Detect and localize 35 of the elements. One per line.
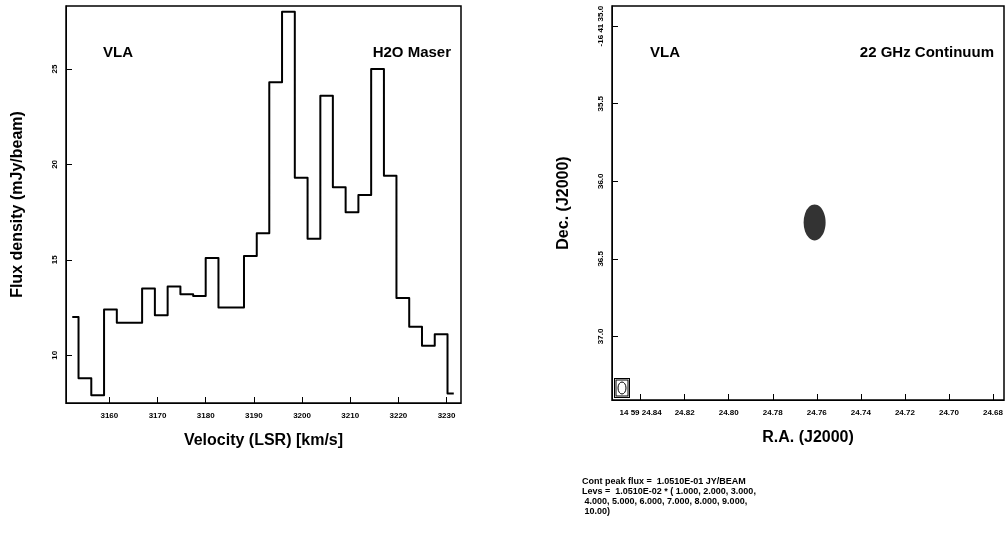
x-tick-label: 3210 bbox=[341, 410, 360, 420]
y-tick-label: 25 bbox=[49, 63, 59, 74]
x-tick-label: 24.72 bbox=[894, 407, 916, 417]
x-tick-label: 24.82 bbox=[674, 407, 696, 417]
x-tick-label: 3190 bbox=[244, 410, 264, 420]
y-tick-label: 20 bbox=[49, 159, 59, 169]
annotation: 22 GHz Continuum bbox=[859, 43, 995, 60]
x-tick-label: 24.78 bbox=[762, 407, 784, 417]
y-tick-label: 37.0 bbox=[595, 328, 605, 345]
x-tick-label: 3200 bbox=[293, 410, 312, 420]
x-tick-label: 24.74 bbox=[850, 407, 872, 417]
y-tick-label: 36.5 bbox=[595, 250, 605, 267]
y-tick-label: 36.0 bbox=[595, 172, 605, 190]
x-tick-label: 3220 bbox=[389, 410, 408, 420]
x-tick-label: 3170 bbox=[148, 410, 167, 420]
x-tick-label: 24.80 bbox=[718, 407, 740, 417]
y-tick-label: 15 bbox=[49, 254, 59, 265]
annotation: H2O Maser bbox=[372, 43, 452, 60]
x-tick-label: 24.70 bbox=[938, 407, 960, 417]
x-axis-title: Velocity (LSR) [km/s] bbox=[183, 430, 344, 448]
annotation: VLA bbox=[103, 43, 134, 60]
x-axis-title: R.A. (J2000) bbox=[762, 427, 854, 445]
x-tick-label: 24.76 bbox=[806, 407, 828, 417]
annotation: VLA bbox=[650, 43, 681, 60]
x-tick-label: 3160 bbox=[100, 410, 119, 420]
x-tick-label: 3230 bbox=[437, 410, 456, 420]
x-tick-label: 3180 bbox=[196, 410, 216, 420]
y-axis-title: Dec. (J2000) bbox=[553, 156, 571, 250]
y-axis-title: Flux density (mJy/beam) bbox=[7, 111, 25, 298]
x-tick-label: 14 59 24.84 bbox=[619, 407, 663, 417]
x-tick-label: 24.68 bbox=[982, 407, 1004, 417]
y-tick-label: 10 bbox=[49, 350, 59, 360]
y-tick-label: -16 41 35.0 bbox=[595, 5, 605, 47]
y-tick-label: 35.5 bbox=[595, 95, 605, 112]
text: Cont peak flux = 1.0510E-01 JY/BEAM Levs = 1.0510E-02 * ( 1.000, 2.000, 3.000, 4.000, 5.000, 6.000, 7.000, 8.000, 9.000, 10.00) bbox=[582, 476, 756, 516]
